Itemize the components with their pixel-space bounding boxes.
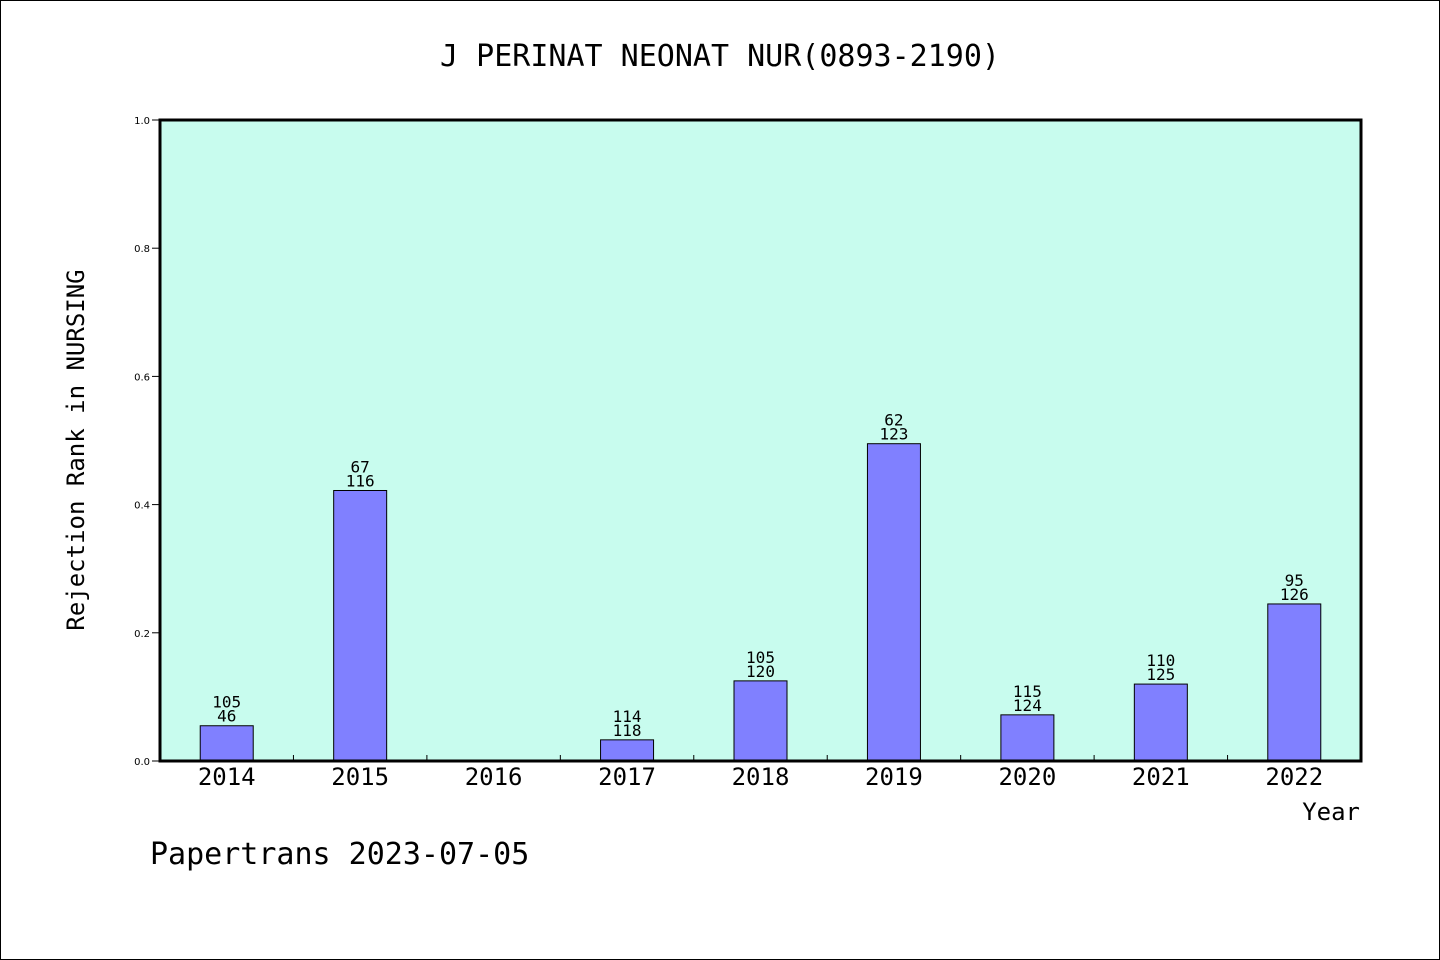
y-tick-label: 0.6: [134, 372, 150, 383]
bar: [1000, 714, 1055, 762]
bar-label-bottom: 120: [746, 662, 775, 681]
bar-label-bottom: 116: [346, 471, 375, 490]
x-tick-label: 2021: [1132, 763, 1190, 791]
bar-label-bottom: 118: [613, 721, 642, 740]
x-tick-label: 2016: [465, 763, 523, 791]
bar-series: 4610511667118114120105123621241151251101…: [199, 411, 1322, 762]
bar: [866, 443, 921, 762]
y-tick-label: 1.0: [134, 116, 150, 127]
bar-label-top: 62: [884, 411, 903, 430]
x-tick-label: 2015: [331, 763, 389, 791]
y-axis: 0.0 0.2 0.4 0.6 0.8 1.0: [134, 116, 160, 768]
bar: [199, 725, 254, 762]
y-tick-label: 0.2: [134, 629, 150, 640]
bar-label-top: 114: [613, 707, 642, 726]
y-tick-label: 0.8: [134, 244, 150, 255]
bar: [333, 489, 388, 762]
y-axis-label: Rejection Rank in NURSING: [62, 269, 90, 630]
x-tick-label: 2022: [1265, 763, 1323, 791]
bar-label-top: 110: [1146, 651, 1175, 670]
x-tick-label: 2018: [732, 763, 790, 791]
chart-title: J PERINAT NEONAT NUR(0893-2190): [440, 39, 1000, 74]
bar-label-bottom: 123: [879, 425, 908, 444]
x-tick-label: 2020: [998, 763, 1056, 791]
bar-label-bottom: 125: [1146, 665, 1175, 684]
x-tick-label: 2014: [198, 763, 256, 791]
bar-label-top: 67: [351, 457, 370, 476]
x-tick-label: 2017: [598, 763, 656, 791]
bar: [733, 680, 788, 762]
bar-label-top: 105: [746, 648, 775, 667]
bar-label-top: 115: [1013, 682, 1042, 701]
bar-label-bottom: 124: [1013, 696, 1042, 715]
y-tick-label: 0.0: [134, 757, 150, 768]
bar-label-bottom: 46: [217, 707, 236, 726]
x-axis-label: Year: [1302, 798, 1360, 826]
bar: [1133, 683, 1188, 762]
plot-border: [158, 118, 1363, 763]
x-axis: 2014 2015 2016 2017 2018 2019 2020 2021 2022: [198, 755, 1323, 791]
footer-credit: Papertrans 2023-07-05: [150, 837, 529, 872]
bar: [600, 739, 655, 762]
y-tick-label: 0.4: [134, 501, 150, 512]
bar: [1267, 603, 1322, 762]
bar-label-bottom: 126: [1280, 585, 1309, 604]
bar-label-top: 105: [212, 693, 241, 712]
bar-label-top: 95: [1285, 571, 1304, 590]
x-tick-label: 2019: [865, 763, 923, 791]
